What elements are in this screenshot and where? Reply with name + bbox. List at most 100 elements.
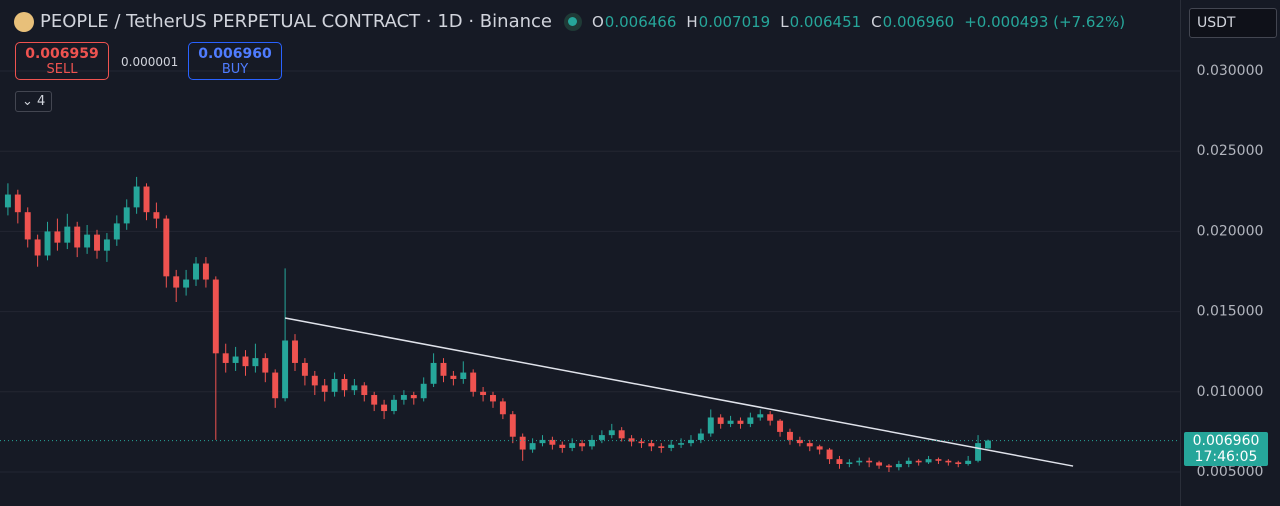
- candle-body: [202, 263, 209, 280]
- candle-body: [272, 372, 279, 399]
- spread: 0.000001: [121, 55, 179, 69]
- y-tick-label: 0.030000: [1197, 63, 1264, 79]
- y-tick-label: 0.005000: [1197, 464, 1264, 480]
- ohlc-value: 0.006466: [604, 13, 677, 31]
- candle-body: [64, 226, 71, 243]
- candle-body: [608, 430, 615, 436]
- candle-body: [4, 194, 11, 208]
- candle-body: [361, 385, 368, 396]
- candle-body: [242, 356, 249, 367]
- candle-body: [747, 417, 754, 424]
- candle-body: [480, 391, 487, 396]
- candle-body: [420, 383, 427, 399]
- price-tag: 0.006960 17:46:05: [1184, 431, 1268, 466]
- candle-body: [400, 395, 407, 400]
- candle-body: [965, 460, 972, 464]
- candle-body: [885, 465, 892, 468]
- candle-body: [767, 414, 774, 421]
- candle-body: [331, 378, 338, 392]
- y-tick-label: 0.015000: [1197, 304, 1264, 320]
- ohlc-value: 0.006451: [789, 13, 862, 31]
- candle-body: [717, 417, 724, 424]
- y-tick-label: 0.025000: [1197, 143, 1264, 159]
- candle-body: [24, 212, 31, 240]
- buy-button[interactable]: 0.006960 BUY: [188, 42, 282, 80]
- candle-body: [589, 439, 595, 447]
- candle-body: [321, 385, 328, 392]
- candle-body: [806, 443, 813, 447]
- candle-body: [757, 414, 764, 418]
- candle-body: [796, 439, 803, 444]
- candle-body: [915, 460, 922, 463]
- candle-body: [113, 223, 120, 240]
- candle-body: [54, 231, 61, 243]
- candle-body: [173, 276, 180, 288]
- ohlc-value: 0.007019: [698, 13, 771, 31]
- ohlc-key: O: [591, 13, 604, 31]
- candle-body: [34, 239, 41, 256]
- candle-body: [697, 433, 704, 440]
- candle-body: [816, 446, 823, 450]
- candle-body: [945, 460, 952, 463]
- candle-body: [519, 436, 526, 450]
- candle-body: [212, 279, 219, 354]
- candle-body: [925, 459, 932, 463]
- candle-body: [648, 443, 655, 447]
- candle-body: [460, 372, 467, 379]
- symbol-title: PEOPLE / TetherUS PERPETUAL CONTRACT · 1…: [40, 11, 552, 32]
- candle-body: [935, 459, 942, 461]
- candle-body: [658, 446, 665, 448]
- candle-body: [856, 460, 863, 463]
- candle-body: [143, 186, 150, 213]
- candle-body: [509, 414, 516, 437]
- y-tick-label: 0.010000: [1197, 384, 1264, 400]
- price-label: 0.006960: [1192, 432, 1260, 449]
- candle-body: [688, 439, 694, 444]
- candle-body: [678, 443, 685, 445]
- candle-body: [232, 356, 239, 363]
- ohlc-key: L: [780, 13, 789, 31]
- trend-line: [284, 317, 1074, 467]
- candle-body: [410, 395, 417, 399]
- candle-body: [668, 444, 675, 448]
- candle-body: [975, 443, 982, 461]
- candle-body: [529, 443, 536, 450]
- buy-price: 0.006960: [198, 46, 272, 62]
- candle-body: [539, 439, 546, 444]
- indicators-toggle[interactable]: ⌄ 4: [15, 91, 53, 112]
- header: PEOPLE / TetherUS PERPETUAL CONTRACT · 1…: [14, 11, 1125, 32]
- ohlc-key: H: [686, 13, 698, 31]
- candle-body: [292, 340, 298, 363]
- candle-body: [44, 231, 51, 256]
- candle-body: [579, 443, 586, 447]
- candle-body: [866, 460, 873, 463]
- candle-body: [341, 378, 348, 391]
- currency-select[interactable]: USDT: [1189, 8, 1277, 38]
- candle-body: [598, 435, 605, 440]
- candle-body: [876, 462, 883, 466]
- candle-body: [569, 443, 576, 448]
- candle-body: [955, 462, 962, 464]
- candle-body: [262, 358, 269, 373]
- candle-body: [737, 420, 744, 424]
- sell-price: 0.006959: [25, 46, 99, 62]
- candle-body: [499, 401, 506, 415]
- candle-body: [549, 439, 556, 445]
- candle-body: [628, 438, 635, 442]
- candle-body: [836, 459, 843, 464]
- candle-body: [846, 462, 853, 464]
- ohlc-value: 0.006960: [882, 13, 955, 31]
- candle-body: [123, 207, 130, 224]
- ohlc-row: O0.006466 H0.007019 L0.006451 C0.006960: [592, 11, 964, 32]
- candle-body: [183, 279, 190, 288]
- candle-body: [94, 234, 100, 251]
- y-tick-label: 0.020000: [1197, 223, 1264, 239]
- ohlc-item: H0.007019: [686, 13, 770, 31]
- candle-body: [381, 404, 388, 412]
- sell-button[interactable]: 0.006959 SELL: [15, 42, 109, 80]
- candle-body: [440, 362, 447, 376]
- candle-body: [371, 395, 378, 405]
- ohlc-item: O0.006466: [592, 13, 676, 31]
- candle-body: [282, 340, 289, 399]
